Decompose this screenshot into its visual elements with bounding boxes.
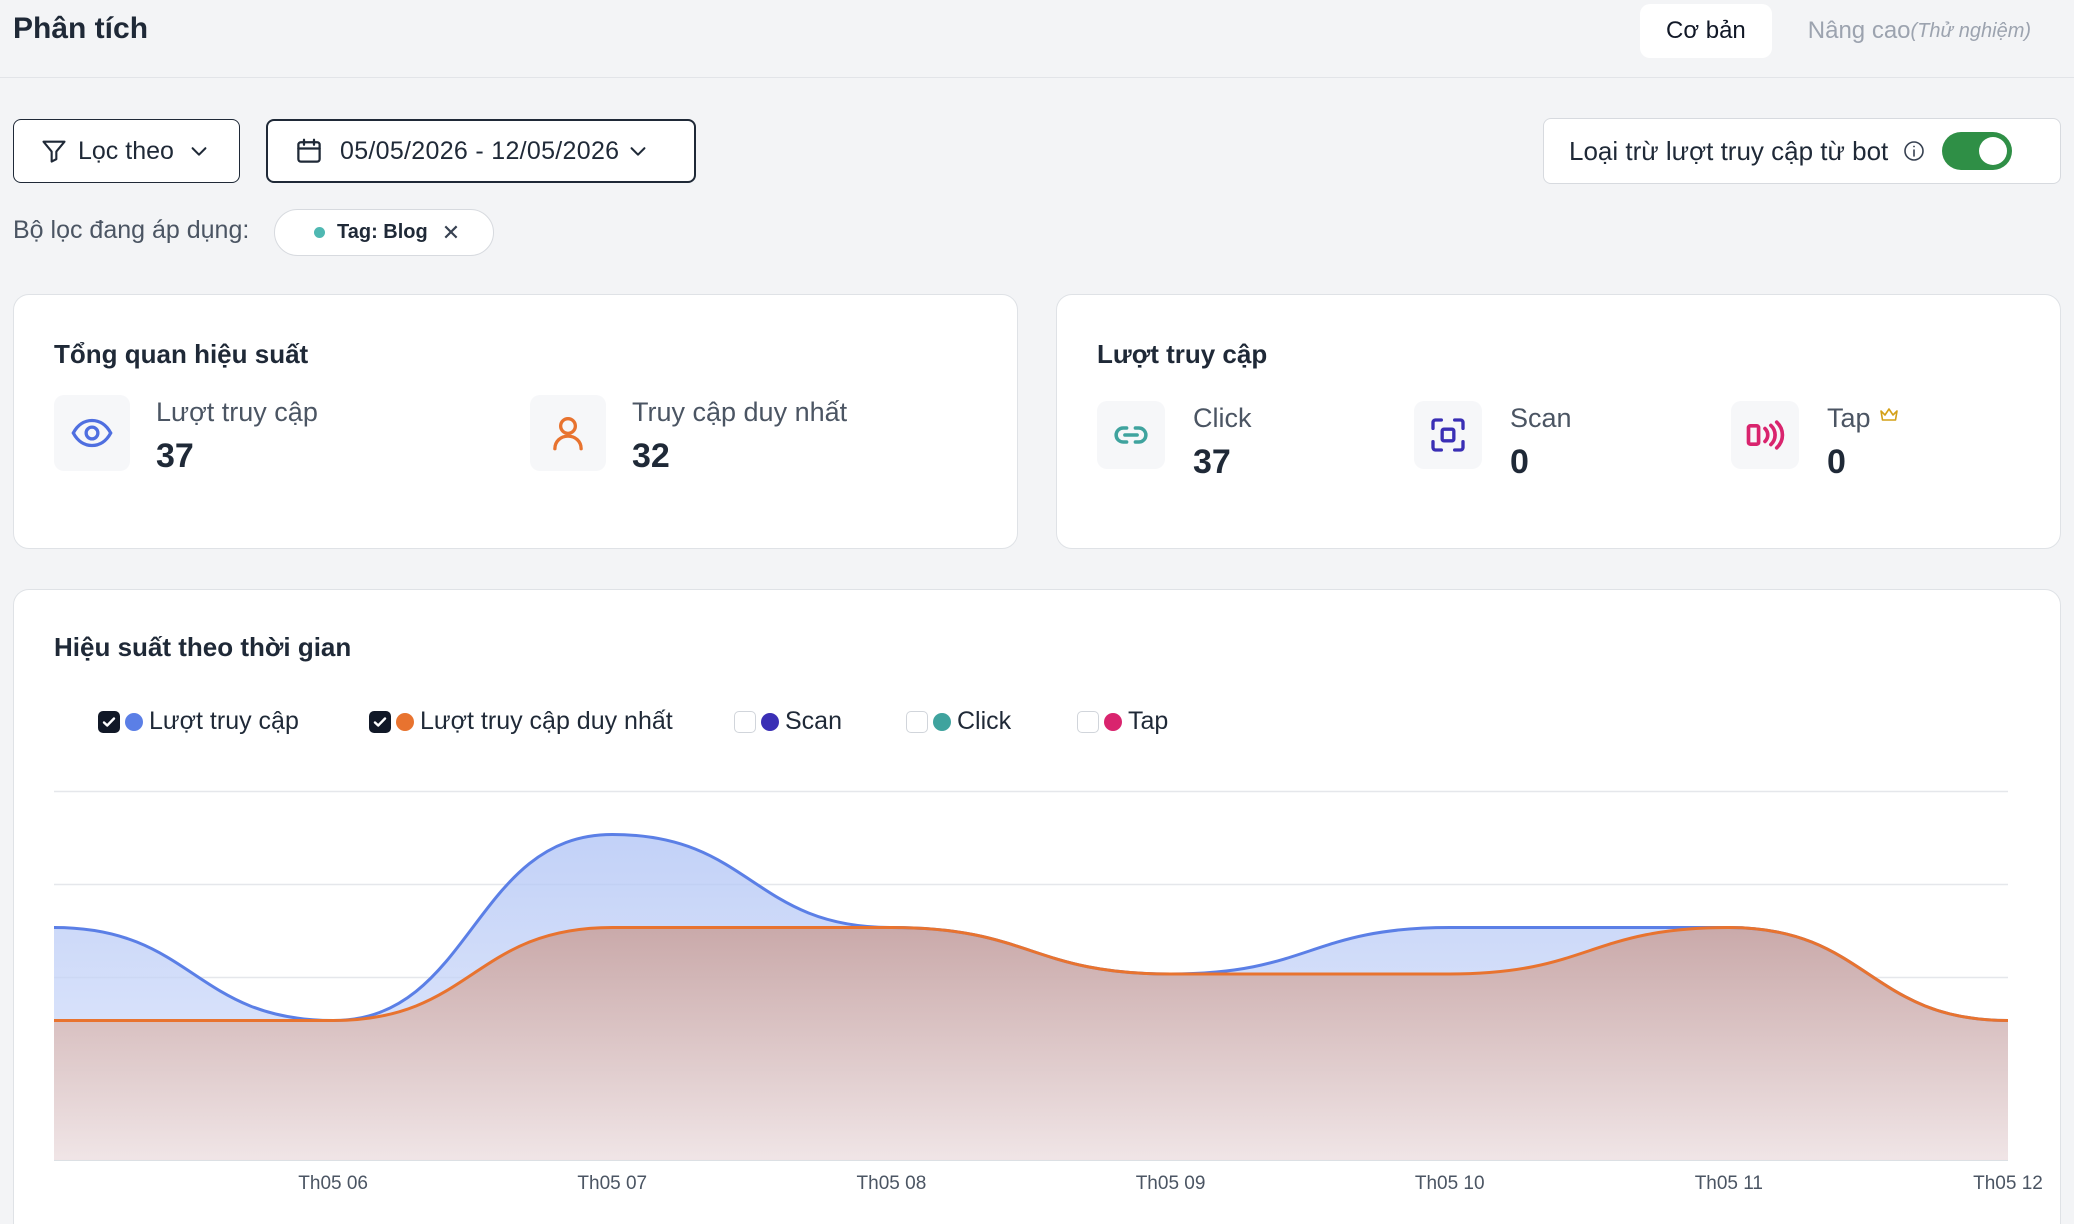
stat-value: 37 [1193, 443, 1231, 481]
stat-icon-box [54, 395, 130, 471]
stat-label: Truy cập duy nhất [632, 397, 848, 427]
stat-icon-box [1731, 401, 1799, 469]
legend-label: Tap [1128, 707, 1169, 735]
stat-label: Tap [1827, 403, 1899, 434]
stat-value: 32 [632, 437, 670, 475]
filter-button-label: Lọc theo [78, 136, 174, 165]
chevron-down-icon [191, 147, 207, 156]
mode-tabs: Cơ bản Nâng cao (Thử nghiệm) [1640, 4, 2031, 58]
overview-title: Tổng quan hiệu suất [54, 339, 309, 369]
tab-basic[interactable]: Cơ bản [1640, 4, 1772, 58]
x-tick-label: Th05 09 [1136, 1173, 1206, 1194]
legend-item-click[interactable]: Click [906, 707, 1011, 736]
x-tick-label: Th05 10 [1415, 1173, 1485, 1194]
page-title: Phân tích [13, 12, 149, 45]
applied-filters-label: Bộ lọc đang áp dụng: [13, 216, 250, 244]
performance-chart: Th05 06 Th05 07 Th05 08 Th05 09 Th05 10 Th05 … [53, 790, 2043, 1194]
chip-color-dot [314, 227, 325, 238]
check-icon [373, 716, 387, 727]
tab-basic-label: Cơ bản [1666, 17, 1746, 44]
eye-icon [71, 418, 113, 448]
tab-advanced-badge: (Thử nghiệm) [1910, 19, 2032, 42]
legend-label: Scan [785, 707, 842, 735]
stat-label: Scan [1510, 403, 1572, 433]
user-icon [553, 416, 583, 451]
date-range-value: 05/05/2026 - 12/05/2026 [340, 136, 620, 165]
calendar-icon [297, 138, 321, 163]
nfc-tap-icon [1746, 420, 1785, 450]
top-bar: Phân tích Cơ bản Nâng cao (Thử nghiệm) [0, 0, 2074, 78]
legend-color-dot [125, 712, 143, 731]
stat-value: 0 [1827, 443, 1846, 481]
performance-over-time-card: Hiệu suất theo thời gian Lượt truy cập L… [13, 589, 2061, 1224]
checkbox[interactable] [734, 710, 756, 733]
legend-color-dot [761, 712, 779, 731]
tap-label: Tap [1827, 403, 1871, 433]
filter-button[interactable]: Lọc theo [13, 119, 240, 183]
exclude-bot-label: Loại trừ lượt truy cập từ bot [1569, 135, 1889, 166]
filter-icon [42, 140, 66, 163]
checkbox[interactable] [906, 710, 928, 733]
checkbox[interactable] [1077, 710, 1099, 733]
stat-label: Lượt truy cập [156, 397, 318, 427]
remove-filter-icon[interactable]: ✕ [441, 219, 461, 245]
stat-value: 37 [156, 437, 194, 475]
info-icon[interactable] [1902, 139, 1926, 163]
tab-advanced[interactable]: Nâng cao (Thử nghiệm) [1772, 4, 2031, 58]
legend-item-visits[interactable]: Lượt truy cập [98, 707, 299, 736]
check-icon [102, 716, 116, 727]
stat-icon-box [1414, 401, 1482, 469]
visits-title: Lượt truy cập [1097, 339, 1268, 369]
stat-label: Click [1193, 403, 1252, 433]
tab-advanced-label: Nâng cao [1807, 17, 1911, 44]
visits-card: Lượt truy cập Click 37 Scan 0 Tap 0 [1056, 294, 2061, 549]
performance-overview-card: Tổng quan hiệu suất Lượt truy cập 37 Tru… [13, 294, 1018, 549]
x-tick-label: Th05 08 [857, 1173, 927, 1194]
exclude-bot-toggle[interactable] [1942, 132, 2013, 170]
qr-scan-icon [1431, 418, 1465, 452]
exclude-bot-control: Loại trừ lượt truy cập từ bot [1543, 118, 2061, 184]
crown-icon [1879, 408, 1898, 421]
link-icon [1114, 426, 1148, 444]
checkbox[interactable] [98, 710, 120, 733]
legend-color-dot [933, 712, 951, 731]
x-tick-label: Th05 06 [298, 1173, 368, 1194]
x-tick-label: Th05 12 [1973, 1173, 2043, 1194]
series-line-unique-visits [54, 925, 2009, 1022]
legend-label: Lượt truy cập duy nhất [420, 707, 673, 735]
chevron-down-icon [630, 147, 646, 156]
stat-icon-box [530, 395, 606, 471]
legend-label: Click [957, 707, 1012, 735]
filter-chip: Tag: Blog ✕ [274, 209, 494, 256]
performance-title: Hiệu suất theo thời gian [54, 632, 352, 662]
legend-color-dot [1104, 712, 1122, 731]
area-unique-visits [54, 927, 2008, 1160]
legend-item-unique-visits[interactable]: Lượt truy cập duy nhất [369, 707, 673, 736]
legend-item-tap[interactable]: Tap [1077, 707, 1168, 736]
stat-value: 0 [1510, 443, 1529, 481]
filter-chip-label: Tag: Blog [337, 221, 428, 243]
legend-item-scan[interactable]: Scan [734, 707, 842, 736]
legend-label: Lượt truy cập [149, 707, 299, 735]
x-tick-label: Th05 07 [577, 1173, 647, 1194]
legend-color-dot [396, 712, 414, 731]
checkbox[interactable] [369, 710, 391, 733]
date-range-picker[interactable]: 05/05/2026 - 12/05/2026 [266, 119, 696, 183]
stat-icon-box [1097, 401, 1165, 469]
toggle-knob [1979, 137, 2008, 165]
x-tick-label: Th05 11 [1695, 1173, 1763, 1194]
